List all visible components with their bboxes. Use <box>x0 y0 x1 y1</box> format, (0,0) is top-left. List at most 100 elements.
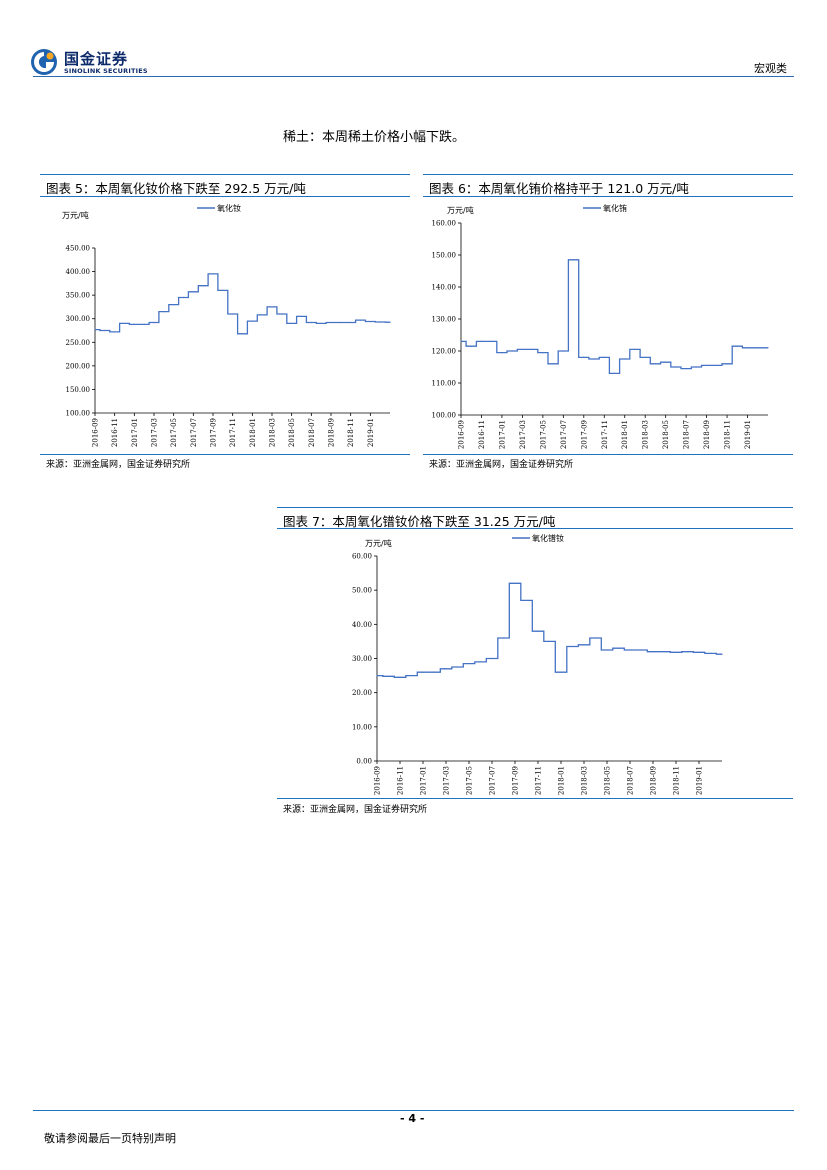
series-line <box>377 582 722 678</box>
x-tick-label: 2016-11 <box>397 766 405 795</box>
x-tick-label: 2018-09 <box>650 766 658 795</box>
data-point <box>460 340 462 342</box>
data-point <box>104 329 106 332</box>
y-tick-label: 120.00 <box>432 348 457 356</box>
data-point <box>387 675 390 677</box>
data-point <box>606 649 608 651</box>
unit-label: 万元/吨 <box>365 538 392 548</box>
data-point <box>652 651 654 653</box>
data-point <box>212 273 214 275</box>
data-point <box>706 364 708 366</box>
x-tick-label: 2016-09 <box>92 418 100 447</box>
figure-5-bottom-rule <box>40 454 410 455</box>
data-point <box>261 314 263 316</box>
figure-5-source: 来源：亚洲金属网，国金证券研究所 <box>46 460 191 470</box>
data-point <box>593 358 595 360</box>
data-point <box>379 321 381 323</box>
data-point <box>470 345 472 347</box>
y-tick-label: 20.00 <box>352 689 372 697</box>
data-point <box>320 322 322 325</box>
x-tick-label: 2018-11 <box>673 766 681 795</box>
figure-7-title: 图表 7：本周氧化镨钕价格下跌至 31.25 万元/吨 <box>283 514 556 529</box>
x-tick-label: 2018-09 <box>328 418 336 447</box>
page-number: - 4 - <box>400 1112 425 1125</box>
data-point <box>542 352 544 354</box>
data-point <box>617 647 620 649</box>
data-point <box>716 364 718 366</box>
x-tick-label: 2016-11 <box>478 420 486 449</box>
figure-6-bottom-rule <box>423 454 793 455</box>
data-point <box>251 320 253 322</box>
figure-6-chart: 万元/吨 氧化铕 100.00 110.00 120.00 130.00 140.00 150… <box>423 198 793 453</box>
figure-5-top-rule <box>40 174 410 175</box>
figure-6-top-rule <box>423 174 793 175</box>
figure-6-title-rule <box>423 196 793 197</box>
y-tick-label: 30.00 <box>352 655 372 663</box>
data-point <box>726 363 728 365</box>
x-tick-label: 2019-01 <box>367 418 375 447</box>
logo-english-name: SINOLINK SECURITIES <box>64 67 148 75</box>
x-tick-label: 2018-07 <box>627 766 635 795</box>
figure-5-title-rule <box>40 196 410 197</box>
x-tick-label: 2018-11 <box>347 418 355 447</box>
data-point <box>583 356 585 358</box>
y-tick-label: 160.00 <box>432 220 457 228</box>
x-tick-label: 2017-01 <box>498 420 506 449</box>
data-point <box>571 645 574 648</box>
data-point <box>603 356 605 358</box>
y-tick-label: 50.00 <box>352 587 372 595</box>
series-line <box>461 259 768 375</box>
x-tick-label: 2017-03 <box>443 766 451 795</box>
x-tick-label: 2018-07 <box>683 420 691 449</box>
y-tick-label: 150.00 <box>432 252 457 260</box>
data-point <box>698 651 700 653</box>
data-point <box>746 347 749 349</box>
x-tick-label: 2019-01 <box>696 766 704 795</box>
data-point <box>281 313 283 315</box>
x-tick-label: 2017-11 <box>601 420 609 449</box>
data-point <box>491 340 493 342</box>
x-tick-label: 2017-05 <box>466 766 474 795</box>
y-tick-label: 60.00 <box>352 553 372 561</box>
header-divider <box>33 76 794 77</box>
data-point <box>468 663 470 665</box>
data-point <box>202 285 204 287</box>
data-point <box>663 651 666 653</box>
data-point <box>480 340 483 342</box>
data-point <box>665 361 667 363</box>
y-tick-label: 400.00 <box>66 268 91 276</box>
data-point <box>222 289 224 292</box>
data-point <box>153 321 155 324</box>
y-tick-label: 100.00 <box>66 410 91 418</box>
figure-7-source: 来源：亚洲金属网，国金证券研究所 <box>283 805 428 815</box>
data-point <box>114 331 116 333</box>
data-point <box>143 323 145 325</box>
x-tick-label: 2017-03 <box>151 418 159 447</box>
data-point <box>192 291 194 293</box>
y-tick-label: 200.00 <box>66 362 91 370</box>
data-point <box>629 649 631 651</box>
data-point <box>613 372 616 374</box>
x-tick-label: 2016-11 <box>111 418 119 447</box>
y-tick-label: 250.00 <box>66 339 91 347</box>
figure-5-title: 图表 5：本周氧化钕价格下跌至 292.5 万元/吨 <box>46 181 306 196</box>
x-tick-label: 2017-01 <box>420 766 428 795</box>
x-tick-label: 2017-07 <box>489 766 497 795</box>
legend-label: 氧化钕 <box>217 203 241 213</box>
y-tick-label: 100.00 <box>432 412 457 420</box>
x-tick-label: 2017-05 <box>170 418 178 447</box>
figure-6-title: 图表 6：本周氧化铕价格持平于 121.0 万元/吨 <box>429 181 689 196</box>
data-point <box>552 363 554 365</box>
data-point <box>123 322 126 325</box>
data-point <box>369 320 371 323</box>
data-point <box>94 328 96 331</box>
y-tick-label: 350.00 <box>66 292 91 300</box>
x-tick-label: 2019-01 <box>744 420 752 449</box>
data-point <box>537 630 539 632</box>
y-tick-label: 40.00 <box>352 621 372 629</box>
data-point <box>445 668 447 670</box>
data-point <box>456 666 459 668</box>
data-point <box>376 674 378 677</box>
x-tick-label: 2017-07 <box>190 418 198 447</box>
x-tick-label: 2017-05 <box>539 420 547 449</box>
